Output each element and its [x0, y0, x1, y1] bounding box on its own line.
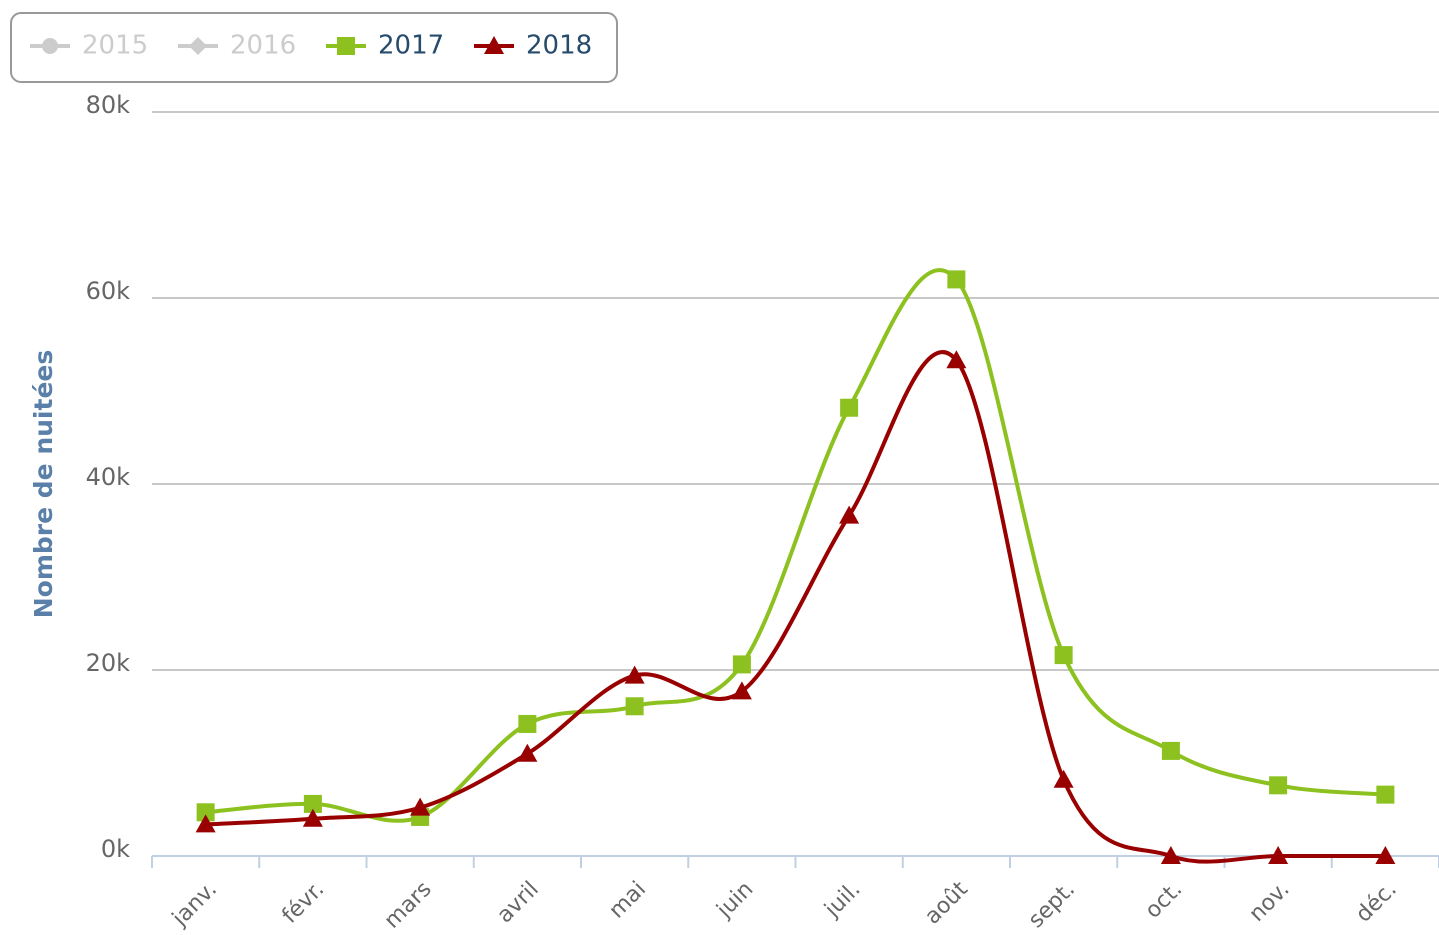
marker: [517, 743, 538, 762]
legend-label: 2017: [378, 31, 444, 61]
legend-item[interactable]: 2016: [178, 31, 296, 61]
y-tick-label: 60k: [86, 277, 131, 305]
x-tick-label: juin: [712, 877, 759, 924]
marker: [946, 350, 967, 369]
marker: [518, 714, 537, 733]
x-tick-label: avril: [492, 877, 543, 928]
x-tick-label: juil.: [819, 877, 865, 923]
marker: [1161, 741, 1180, 760]
marker: [303, 794, 322, 813]
marker: [731, 681, 752, 700]
x-tick-label: janv.: [167, 877, 222, 932]
marker: [1269, 776, 1288, 795]
y-tick-label: 0k: [101, 835, 130, 863]
x-tick-label: nov.: [1245, 877, 1295, 927]
marker: [1375, 846, 1396, 864]
y-tick-label: 80k: [86, 91, 131, 119]
marker: [410, 797, 431, 816]
marker: [302, 808, 323, 827]
marker: [196, 803, 215, 822]
marker: [1160, 846, 1181, 864]
legend-item[interactable]: 2017: [326, 31, 444, 61]
x-tick-label: août: [920, 877, 973, 930]
marker: [1268, 846, 1289, 864]
series-line: [205, 350, 1386, 864]
x-tick-label: déc.: [1351, 877, 1402, 928]
marker: [1054, 646, 1073, 665]
legend-item[interactable]: 2015: [30, 31, 148, 61]
marker: [732, 655, 751, 674]
marker: [1376, 785, 1395, 804]
marker: [195, 814, 216, 833]
series-line: [205, 268, 1386, 823]
marker: [625, 697, 644, 716]
y-tick-label: 40k: [86, 463, 131, 491]
x-tick-label: mai: [604, 877, 651, 924]
legend-box: [10, 12, 618, 83]
marker: [624, 665, 645, 684]
x-tick-label: sept.: [1024, 877, 1080, 933]
marker: [839, 505, 860, 524]
y-axis-title: Nombre de nuitées: [29, 350, 58, 619]
x-tick-label: oct.: [1141, 877, 1188, 924]
x-tick-label: mars: [380, 877, 437, 934]
marker: [840, 398, 859, 417]
legend-item[interactable]: 2018: [474, 31, 592, 61]
marker: [947, 270, 966, 289]
legend-label: 2016: [230, 31, 296, 61]
marker: [1053, 769, 1074, 788]
marker: [42, 38, 58, 54]
marker: [337, 37, 355, 55]
legend-label: 2018: [526, 31, 592, 61]
marker: [189, 37, 207, 55]
x-tick-label: févr.: [278, 877, 330, 929]
legend-label: 2015: [82, 31, 148, 61]
marker: [484, 36, 504, 54]
y-tick-label: 20k: [86, 649, 131, 677]
